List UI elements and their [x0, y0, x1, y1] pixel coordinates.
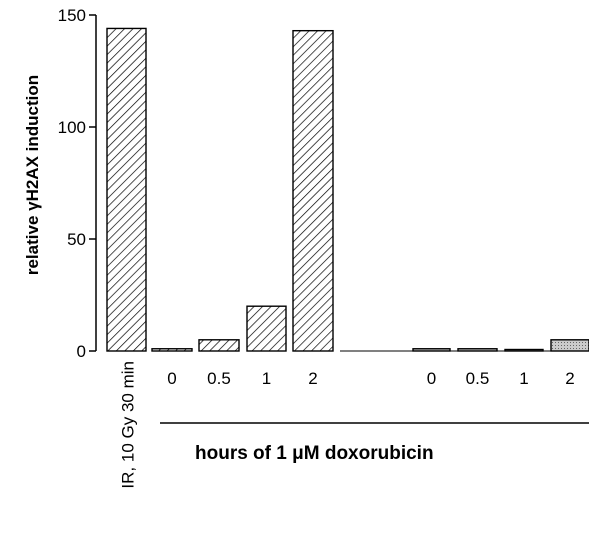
- category-label: 0: [167, 369, 176, 388]
- bars: [106, 27, 589, 352]
- category-label: 1: [519, 369, 528, 388]
- y-tick-label: 0: [77, 342, 86, 361]
- category-label: 2: [565, 369, 574, 388]
- bar: [151, 348, 193, 352]
- bar: [106, 27, 147, 352]
- y-tick-label: 150: [58, 6, 86, 25]
- category-label: 0.5: [466, 369, 490, 388]
- y-axis-title: relative γH2AX induction: [23, 75, 42, 275]
- bar: [292, 29, 334, 352]
- bar: [412, 348, 451, 352]
- bar: [504, 348, 544, 352]
- bar: [246, 305, 287, 352]
- group-label: hours of 1 μM doxorubicin: [195, 443, 434, 464]
- category-label: 0: [427, 369, 436, 388]
- category-labels: IR, 10 Gy 30 min 0 0.5 1 2 0 0.5 1 2: [119, 361, 575, 489]
- y-tick-label: 50: [67, 230, 86, 249]
- y-axis: 0 50 100 150: [58, 6, 97, 361]
- bar: [457, 348, 498, 352]
- category-label: 0.5: [207, 369, 231, 388]
- category-label: 2: [308, 369, 317, 388]
- category-label: IR, 10 Gy 30 min: [119, 361, 138, 489]
- bar: [198, 339, 240, 352]
- category-label: 1: [262, 369, 271, 388]
- y-tick-label: 100: [58, 118, 86, 137]
- bar: [550, 339, 589, 352]
